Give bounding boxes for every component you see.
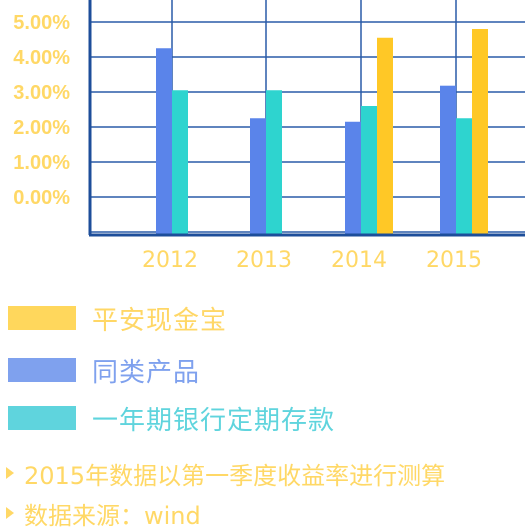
- bullet-triangle-icon: [6, 507, 14, 519]
- legend-label-pingan: 平安现金宝: [92, 305, 228, 336]
- legend-label-similar-products: 同类产品: [92, 357, 201, 388]
- bar-2014-series-0: [377, 37, 393, 235]
- bar-2013-series-2: [266, 90, 282, 235]
- legend-item-similar-products: 同类产品: [8, 355, 200, 388]
- footnote-source: 数据来源：wind: [6, 498, 201, 530]
- bar-2014-series-1: [345, 121, 361, 235]
- x-tick-labels: 2012 2013 2014 2015: [142, 248, 482, 273]
- x-tick-label: 2013: [236, 248, 292, 273]
- legend-swatch-similar-products: [8, 358, 76, 382]
- x-tick-label: 2015: [426, 248, 482, 273]
- axes: [88, 0, 525, 237]
- y-tick-label: 2.00%: [13, 117, 70, 139]
- bar-2015-series-0: [472, 29, 488, 235]
- bar-2015-series-2: [456, 118, 472, 235]
- footnote-source-text: 数据来源：wind: [24, 501, 201, 530]
- bullet-triangle-icon: [6, 467, 14, 479]
- y-tick-labels: 0.00% 1.00% 2.00% 3.00% 4.00% 5.00%: [13, 12, 70, 209]
- x-tick-label: 2012: [142, 248, 198, 273]
- legend-swatch-bank-deposit: [8, 406, 76, 430]
- y-tick-label: 3.00%: [13, 82, 70, 104]
- footnote-2015-data: 2015年数据以第一季度收益率进行测算: [6, 458, 446, 490]
- legend-swatch-pingan: [8, 306, 76, 330]
- bar-2013-series-1: [250, 118, 266, 235]
- x-tick-label: 2014: [331, 248, 387, 273]
- footnote-2015-data-text: 2015年数据以第一季度收益率进行测算: [24, 461, 446, 490]
- legend-label-bank-deposit: 一年期银行定期存款: [92, 405, 336, 436]
- bar-2015-series-1: [440, 85, 456, 235]
- bar-chart: 0.00%1.00%2.00%3.00%4.00%5.00% 2012 2013 2…: [13, 0, 525, 273]
- y-tick-label: 0.00%: [13, 187, 70, 209]
- bars: [156, 29, 488, 235]
- y-tick-label: 4.00%: [13, 47, 70, 69]
- legend-item-bank-deposit: 一年期银行定期存款: [8, 403, 335, 436]
- y-tick-label: 5.00%: [13, 12, 70, 34]
- y-tick-label: 1.00%: [13, 152, 70, 174]
- bar-2012-series-1: [156, 48, 172, 235]
- bar-2012-series-2: [172, 90, 188, 235]
- bar-2014-series-2: [361, 106, 377, 235]
- legend-item-pingan: 平安现金宝: [8, 303, 227, 336]
